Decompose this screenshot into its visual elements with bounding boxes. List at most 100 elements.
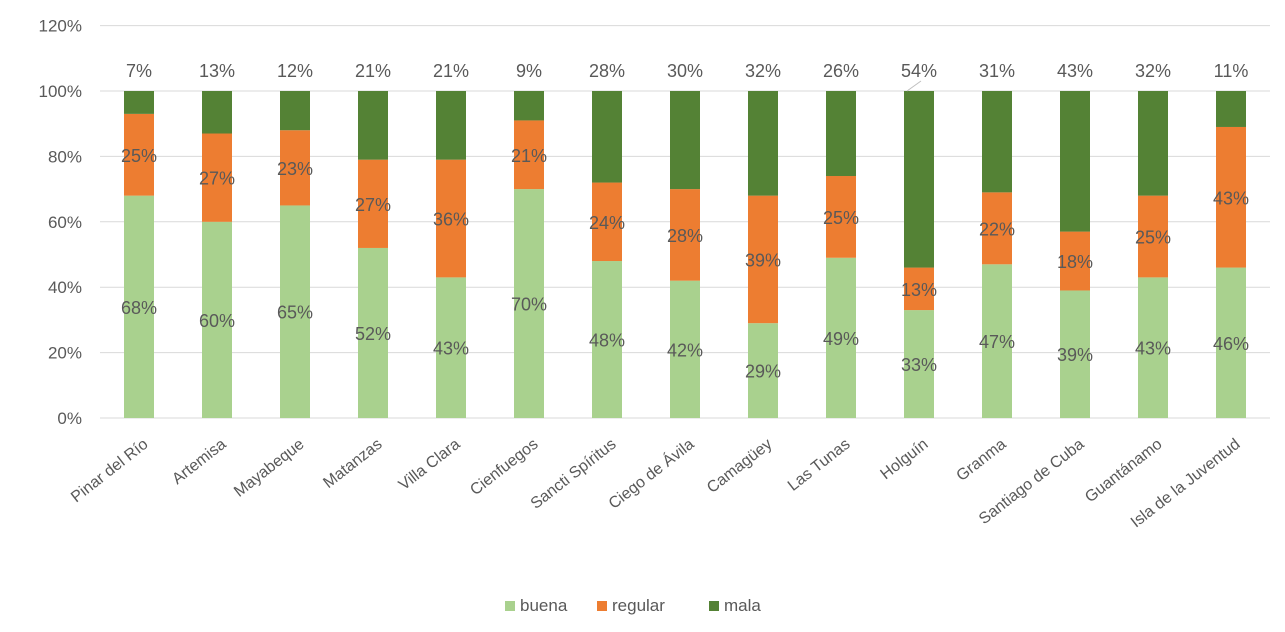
data-label-buena: 33% (901, 355, 937, 375)
legend-swatch-mala (709, 601, 719, 611)
data-label-regular: 43% (1213, 188, 1249, 208)
x-tick-label: Mayabeque (231, 436, 307, 501)
data-label-mala: 11% (1214, 61, 1249, 81)
data-label-regular: 39% (745, 250, 781, 270)
x-tick-label: Camagüey (704, 436, 775, 497)
data-label-mala: 7% (126, 61, 152, 81)
x-tick-label: Ciego de Ávila (604, 434, 697, 513)
data-label-mala: 28% (589, 61, 625, 81)
data-label-buena: 42% (667, 340, 703, 360)
bar-buena (1060, 290, 1090, 418)
data-label-buena: 52% (355, 324, 391, 344)
bar-regular (514, 120, 544, 190)
bar-mala (1216, 91, 1246, 127)
data-label-buena: 47% (979, 332, 1015, 352)
x-tick-label: Cienfuegos (467, 436, 541, 499)
bar-mala (436, 91, 466, 160)
bar-mala (592, 91, 622, 183)
bar-buena (124, 195, 154, 418)
bar-buena (904, 310, 934, 418)
bar-regular (982, 192, 1012, 265)
data-label-mala: 32% (745, 61, 781, 81)
y-tick-label: 20% (48, 344, 82, 363)
bar-buena (1138, 277, 1168, 418)
x-tick-label: Matanzas (320, 436, 385, 492)
bar-mala (280, 91, 310, 131)
x-tick-label: Villa Clara (396, 436, 464, 494)
bar-buena (670, 280, 700, 418)
bar-mala (826, 91, 856, 177)
bar-mala (982, 91, 1012, 193)
data-label-buena: 46% (1213, 334, 1249, 354)
bar-buena (1216, 267, 1246, 418)
data-label-buena: 39% (1057, 345, 1093, 365)
data-label-buena: 65% (277, 303, 313, 323)
data-label-regular: 21% (511, 146, 547, 166)
data-label-regular: 22% (979, 219, 1015, 239)
data-label-regular: 25% (121, 146, 157, 166)
y-tick-label: 0% (57, 409, 82, 428)
data-label-mala: 9% (516, 61, 542, 81)
legend-swatch-buena (505, 601, 515, 611)
bar-regular (280, 130, 310, 206)
legend-label-buena: buena (520, 596, 568, 615)
bar-mala (358, 91, 388, 160)
x-tick-label: Granma (953, 436, 1009, 485)
bar-mala (202, 91, 232, 134)
bar-mala (124, 91, 154, 114)
data-label-regular: 23% (277, 159, 313, 179)
data-label-buena: 49% (823, 329, 859, 349)
bar-mala (904, 91, 934, 268)
bar-regular (670, 189, 700, 281)
data-label-buena: 48% (589, 331, 625, 351)
data-label-regular: 36% (433, 210, 469, 230)
bar-buena (358, 247, 388, 418)
legend: buena regular mala (505, 596, 761, 615)
data-label-buena: 68% (121, 298, 157, 318)
bar-mala (1060, 91, 1090, 232)
data-label-mala: 54% (901, 61, 937, 81)
bar-mala (748, 91, 778, 196)
x-tick-label: Holguín (878, 436, 932, 483)
data-label-buena: 29% (745, 362, 781, 382)
data-label-regular: 27% (355, 195, 391, 215)
data-label-regular: 27% (199, 169, 235, 189)
bar-regular (592, 182, 622, 262)
y-tick-label: 80% (48, 147, 82, 166)
legend-label-regular: regular (612, 596, 665, 615)
bar-regular (748, 195, 778, 324)
y-tick-label: 40% (48, 278, 82, 297)
data-label-mala: 21% (433, 61, 469, 81)
data-label-mala: 13% (199, 61, 235, 81)
x-tick-label: Las Tunas (785, 436, 854, 495)
legend-swatch-regular (597, 601, 607, 611)
bar-buena (592, 261, 622, 418)
bar-regular (436, 159, 466, 278)
bar-regular (1138, 195, 1168, 278)
bar-buena (202, 221, 232, 418)
bar-regular (124, 113, 154, 196)
data-label-buena: 60% (199, 311, 235, 331)
bar-regular (1216, 126, 1246, 268)
y-tick-label: 60% (48, 213, 82, 232)
data-label-regular: 25% (1135, 228, 1171, 248)
x-tick-label: Pinar del Río (68, 436, 151, 506)
bar-regular (202, 133, 232, 222)
data-label-mala: 12% (277, 61, 313, 81)
data-label-buena: 43% (433, 339, 469, 359)
data-label-mala: 21% (355, 61, 391, 81)
x-tick-label: Guantánamo (1082, 436, 1165, 506)
bar-mala (670, 91, 700, 190)
data-label-mala: 31% (979, 61, 1015, 81)
data-label-regular: 24% (589, 213, 625, 233)
bar-mala (514, 91, 544, 121)
y-tick-label: 100% (39, 82, 82, 101)
y-axis-ticks: 0% 20% 40% 60% 80% 100% 120% (39, 17, 82, 428)
data-label-buena: 43% (1135, 339, 1171, 359)
y-tick-label: 120% (39, 17, 82, 36)
data-label-mala: 43% (1057, 61, 1093, 81)
data-label-mala: 32% (1135, 61, 1171, 81)
data-label-buena: 70% (511, 295, 547, 315)
